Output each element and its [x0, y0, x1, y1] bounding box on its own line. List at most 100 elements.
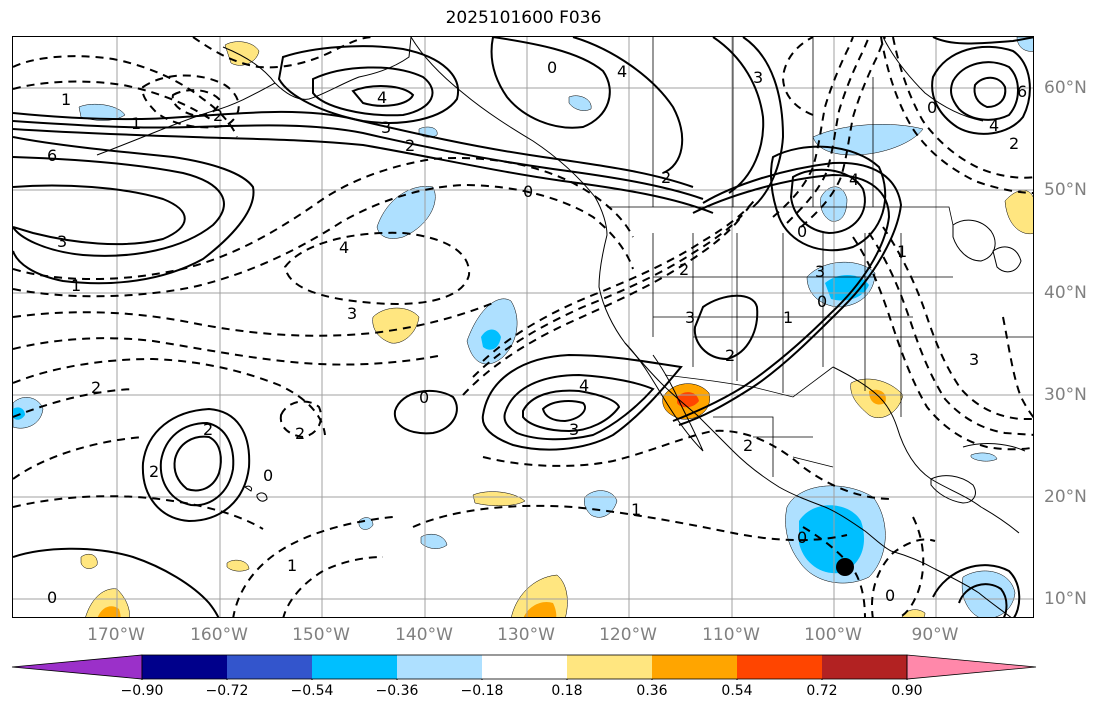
- alaska-coast: [222, 37, 412, 100]
- colorbar-tick-label: −0.54: [290, 683, 334, 699]
- shade-positive-strong: [523, 602, 557, 617]
- contour-label: 3: [381, 118, 391, 137]
- lon-label: 160°W: [190, 625, 248, 645]
- colorbar-arrow-high: [906, 654, 1037, 680]
- contour-label: 6: [1017, 82, 1027, 101]
- colorbar-tick-label: −0.36: [375, 683, 419, 699]
- contour-line: [393, 389, 458, 435]
- contour-line-negative: [882, 226, 1033, 420]
- contour-line-negative: [802, 526, 866, 617]
- contour-label: 3: [685, 308, 695, 327]
- colorbar-tick-label: −0.18: [460, 683, 504, 699]
- colorbar-tick-label: −0.72: [205, 683, 249, 699]
- contour-line-negative: [462, 216, 742, 396]
- great-lakes: [952, 219, 996, 262]
- contour-label: 2: [295, 424, 305, 443]
- shade-positive: [224, 41, 260, 66]
- contour-line: [932, 37, 1033, 45]
- contour-line: [13, 156, 225, 257]
- lat-label: 30°N: [1044, 385, 1087, 405]
- contour-line-negative: [786, 37, 870, 224]
- contour-line: [770, 145, 887, 252]
- colorbar-arrow-low: [11, 654, 143, 680]
- contour-line-negative: [13, 357, 326, 436]
- contour-label: 1: [131, 114, 141, 133]
- contour-line: [13, 184, 186, 246]
- contour-label: 3: [753, 68, 763, 87]
- contour-label: 1: [897, 242, 907, 261]
- contour-line: [522, 389, 621, 433]
- colorbar-ticks: [141, 679, 908, 680]
- contour-line-negative: [892, 37, 1033, 179]
- contour-label: 1: [631, 500, 641, 519]
- lat-label: 10°N: [1044, 589, 1087, 609]
- shade-negative: [970, 452, 998, 462]
- contour-label: 2: [679, 260, 689, 279]
- contour-line-negative: [13, 157, 634, 281]
- contour-label: 3: [569, 420, 579, 439]
- contour-line: [13, 547, 220, 617]
- contour-line-negative: [772, 37, 854, 218]
- solid-contours: [13, 37, 1033, 617]
- colorbar-tick-label: 0.54: [721, 683, 753, 699]
- alaska-peninsula: [96, 82, 276, 156]
- gulf-coast: [832, 366, 1020, 534]
- contour-line: [159, 421, 235, 507]
- contour-label: 2: [725, 346, 735, 365]
- contour-line-negative: [13, 302, 494, 337]
- contour-line-negative: [141, 74, 240, 129]
- colorbar-segment: [652, 655, 737, 679]
- cuba: [962, 443, 1026, 452]
- contour-line: [693, 294, 759, 361]
- contour-label: 4: [579, 376, 589, 395]
- contour-line: [277, 45, 460, 124]
- contour-line-negative: [13, 388, 134, 418]
- contour-label: 3: [347, 304, 357, 323]
- contour-line: [958, 583, 1008, 617]
- contour-line: [950, 61, 1019, 121]
- shade-negative-strong: [481, 329, 501, 350]
- contour-line: [931, 45, 1031, 135]
- baja-california: [624, 342, 704, 452]
- shade-positive-strong: [869, 389, 886, 405]
- contour-line-negative: [232, 516, 394, 617]
- colorbar-segment: [567, 655, 652, 679]
- great-lakes-2: [992, 246, 1022, 273]
- contour-label: 1: [287, 556, 297, 575]
- contour-label: 0: [817, 292, 827, 311]
- contour-line-negative: [868, 232, 1033, 436]
- contour-label: 3: [969, 350, 979, 369]
- contour-label: 2: [203, 420, 213, 439]
- contour-line: [173, 435, 222, 492]
- lon-label: 100°W: [804, 625, 862, 645]
- lon-label: 130°W: [497, 625, 555, 645]
- contour-line: [312, 66, 434, 117]
- contour-line: [141, 407, 251, 523]
- contour-label: 4: [617, 62, 627, 81]
- lon-label: 140°W: [395, 625, 453, 645]
- contour-line-negative: [279, 400, 322, 439]
- contour-line-negative: [1002, 316, 1033, 419]
- contour-label: 2: [213, 106, 223, 125]
- contour-line: [351, 85, 415, 107]
- shade-positive: [1004, 190, 1033, 235]
- storm-marker-dot: [836, 558, 854, 576]
- shade-negative: [568, 95, 592, 111]
- colorbar-segment: [142, 655, 227, 679]
- contour-line-negative: [13, 436, 144, 480]
- shade-negative-strong: [799, 505, 865, 574]
- contour-line-negative: [482, 196, 758, 362]
- contour-label: 4: [377, 88, 387, 107]
- contour-line: [712, 37, 765, 194]
- contour-line: [503, 373, 655, 441]
- lon-label: 110°W: [702, 625, 760, 645]
- contour-line: [13, 128, 714, 214]
- contour-line: [13, 120, 704, 200]
- contour-label: 4: [989, 116, 999, 135]
- contour-line-negative: [852, 236, 1033, 451]
- contour-label: 1: [783, 308, 793, 327]
- contour-line-negative: [283, 231, 471, 305]
- shade-negative: [13, 397, 44, 429]
- shade-positive: [226, 559, 250, 572]
- contour-line: [481, 353, 683, 451]
